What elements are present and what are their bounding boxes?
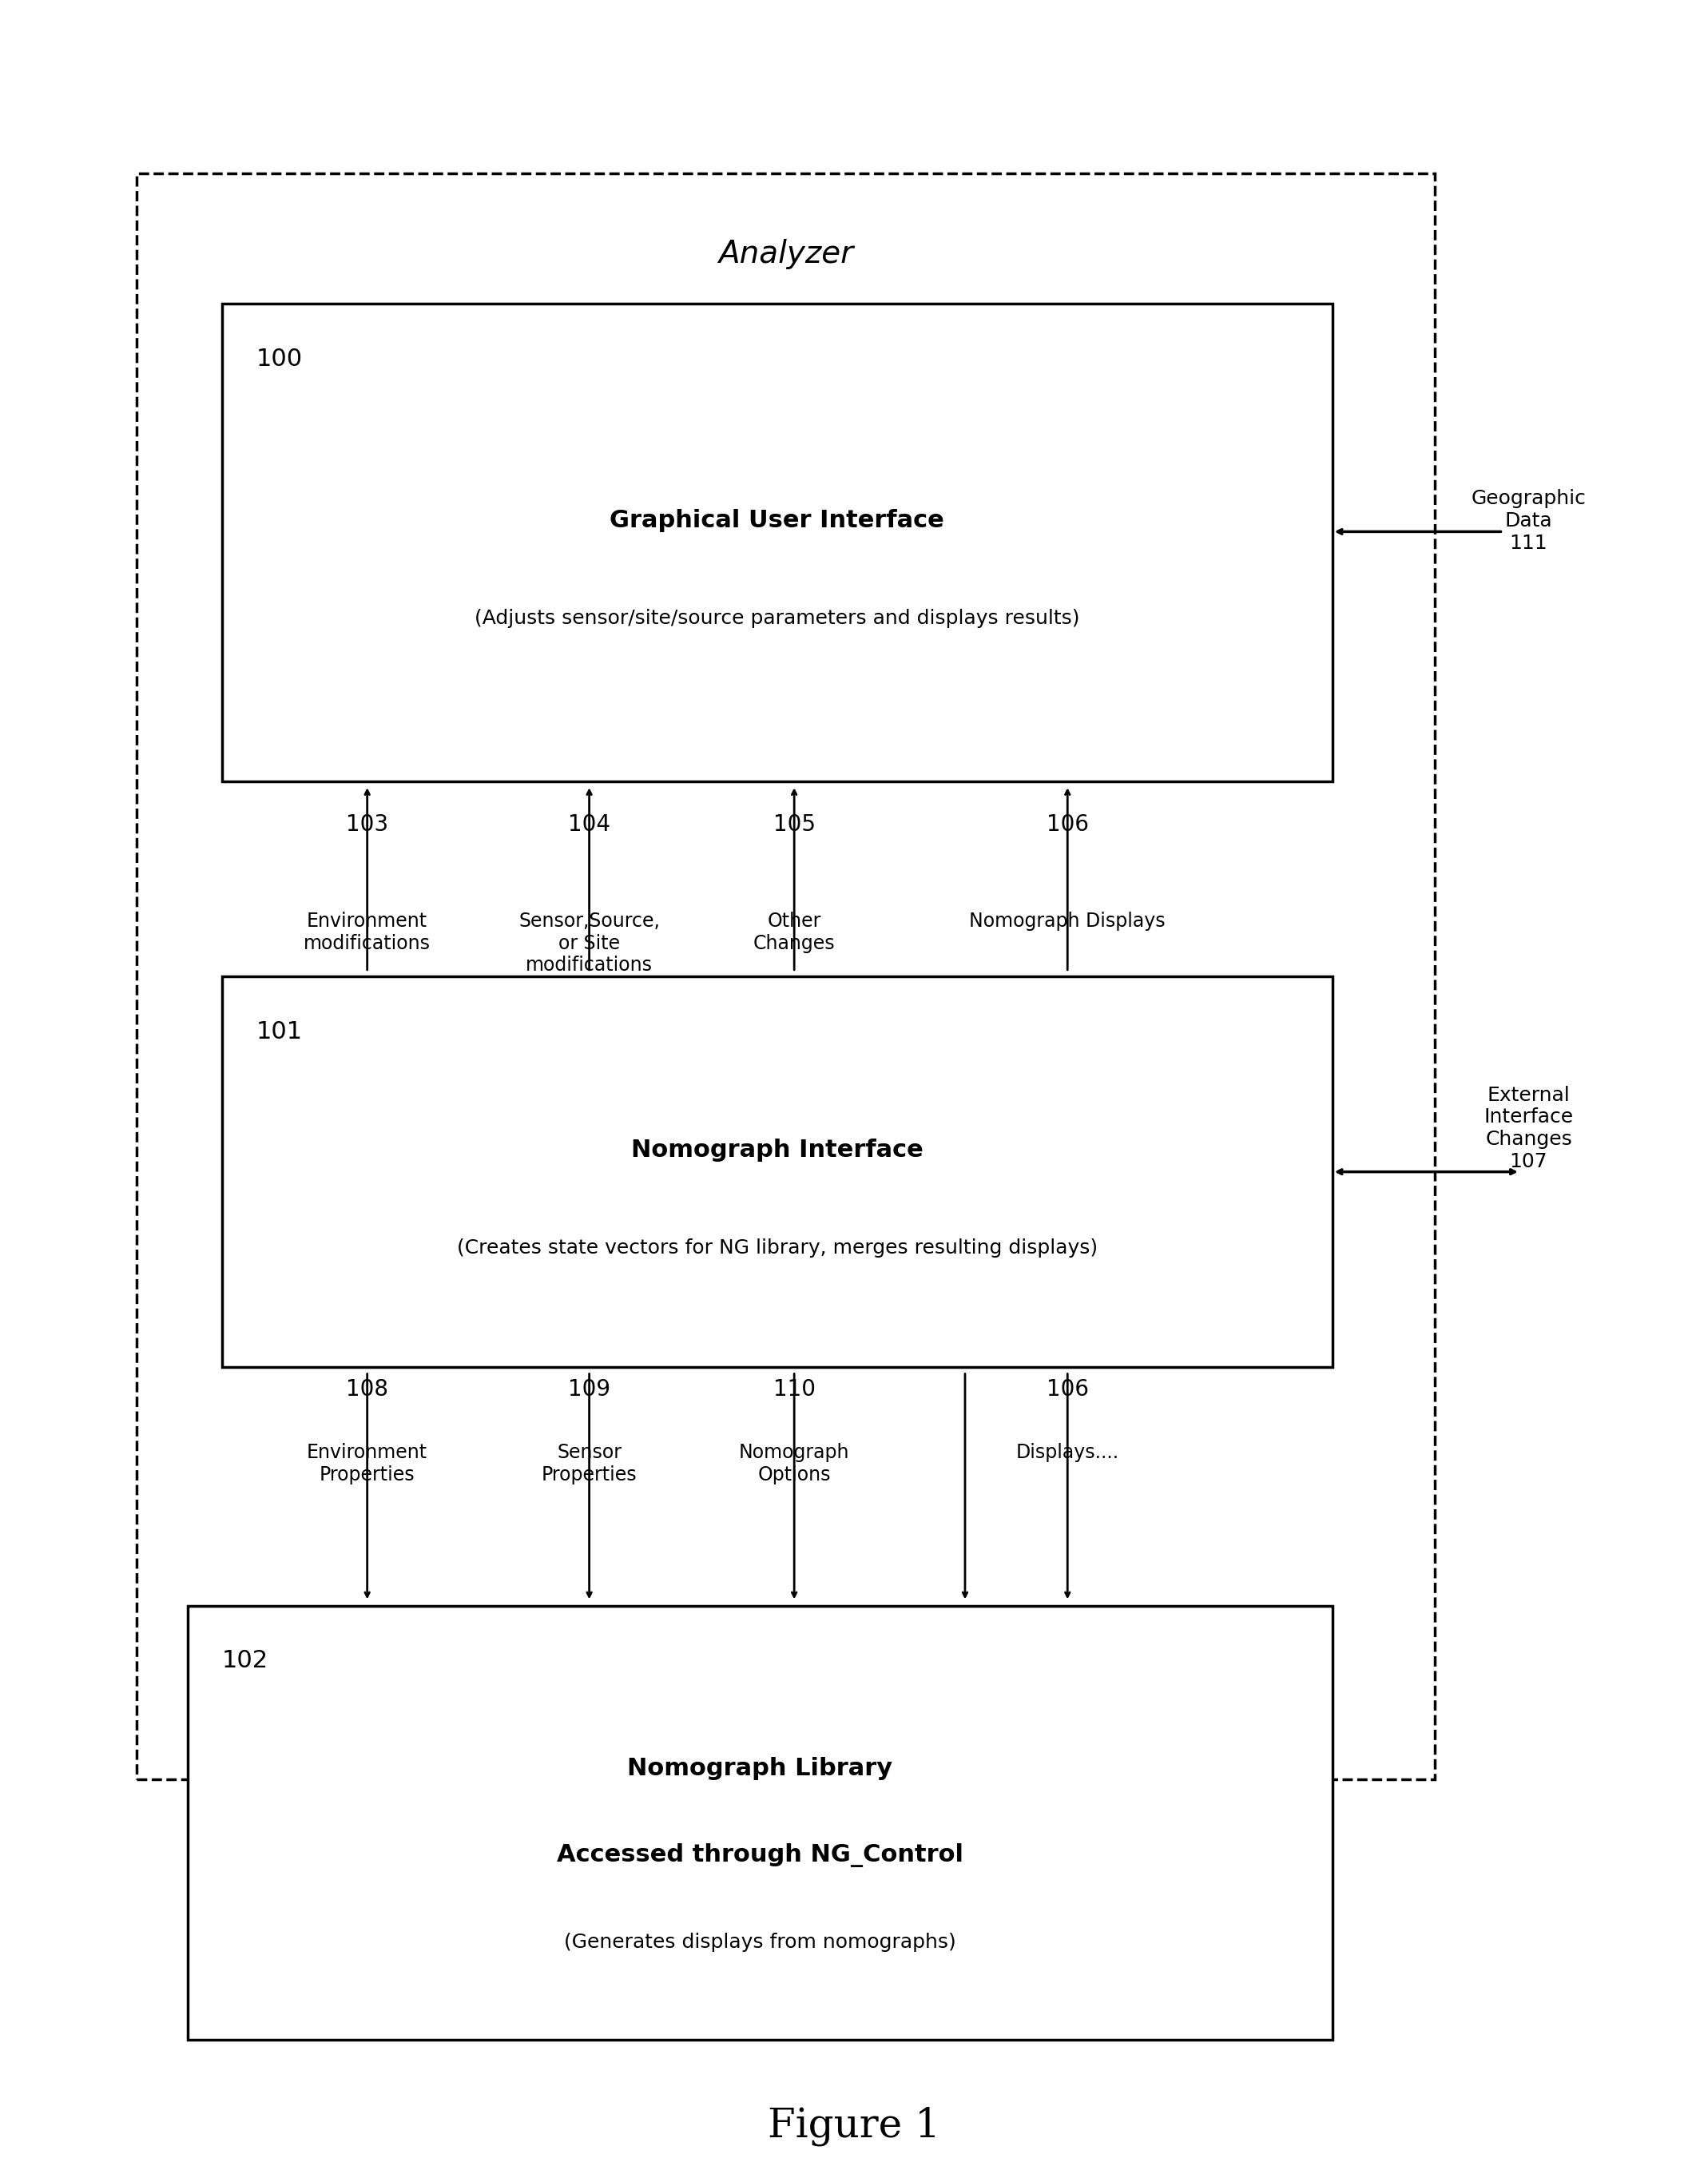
Text: Nomograph Displays: Nomograph Displays [970,911,1165,931]
FancyBboxPatch shape [222,977,1332,1367]
Text: (Creates state vectors for NG library, merges resulting displays): (Creates state vectors for NG library, m… [456,1239,1098,1256]
Text: Environment
Properties: Environment Properties [307,1443,427,1484]
Text: External
Interface
Changes
107: External Interface Changes 107 [1484,1085,1573,1172]
Text: 106: 106 [1047,1378,1088,1400]
Text: 110: 110 [774,1378,815,1400]
FancyBboxPatch shape [222,304,1332,781]
Text: 102: 102 [222,1649,268,1673]
FancyBboxPatch shape [137,174,1435,1779]
Text: 103: 103 [347,814,388,835]
Text: 104: 104 [569,814,610,835]
Text: 106: 106 [1047,814,1088,835]
Text: Figure 1: Figure 1 [767,2107,941,2146]
Text: Sensor
Properties: Sensor Properties [541,1443,637,1484]
Text: Nomograph Interface: Nomograph Interface [630,1139,924,1161]
Text: 105: 105 [774,814,815,835]
Text: Environment
modifications: Environment modifications [304,911,430,953]
FancyBboxPatch shape [188,1606,1332,2040]
Text: (Adjusts sensor/site/source parameters and displays results): (Adjusts sensor/site/source parameters a… [475,610,1079,627]
Text: 109: 109 [569,1378,610,1400]
Text: Nomograph Library: Nomograph Library [627,1758,893,1779]
Text: Accessed through NG_Control: Accessed through NG_Control [557,1842,963,1868]
Text: (Generates displays from nomographs): (Generates displays from nomographs) [564,1933,956,1951]
Text: Displays....: Displays.... [1016,1443,1119,1463]
Text: Sensor,Source,
or Site
modifications: Sensor,Source, or Site modifications [519,911,659,974]
Text: 101: 101 [256,1020,302,1044]
Text: Geographic
Data
111: Geographic Data 111 [1471,488,1587,553]
Text: 108: 108 [347,1378,388,1400]
Text: Analyzer: Analyzer [717,239,854,269]
Text: Graphical User Interface: Graphical User Interface [610,510,945,532]
Text: Nomograph
Options: Nomograph Options [740,1443,849,1484]
Text: 100: 100 [256,347,302,371]
Text: Other
Changes: Other Changes [753,911,835,953]
